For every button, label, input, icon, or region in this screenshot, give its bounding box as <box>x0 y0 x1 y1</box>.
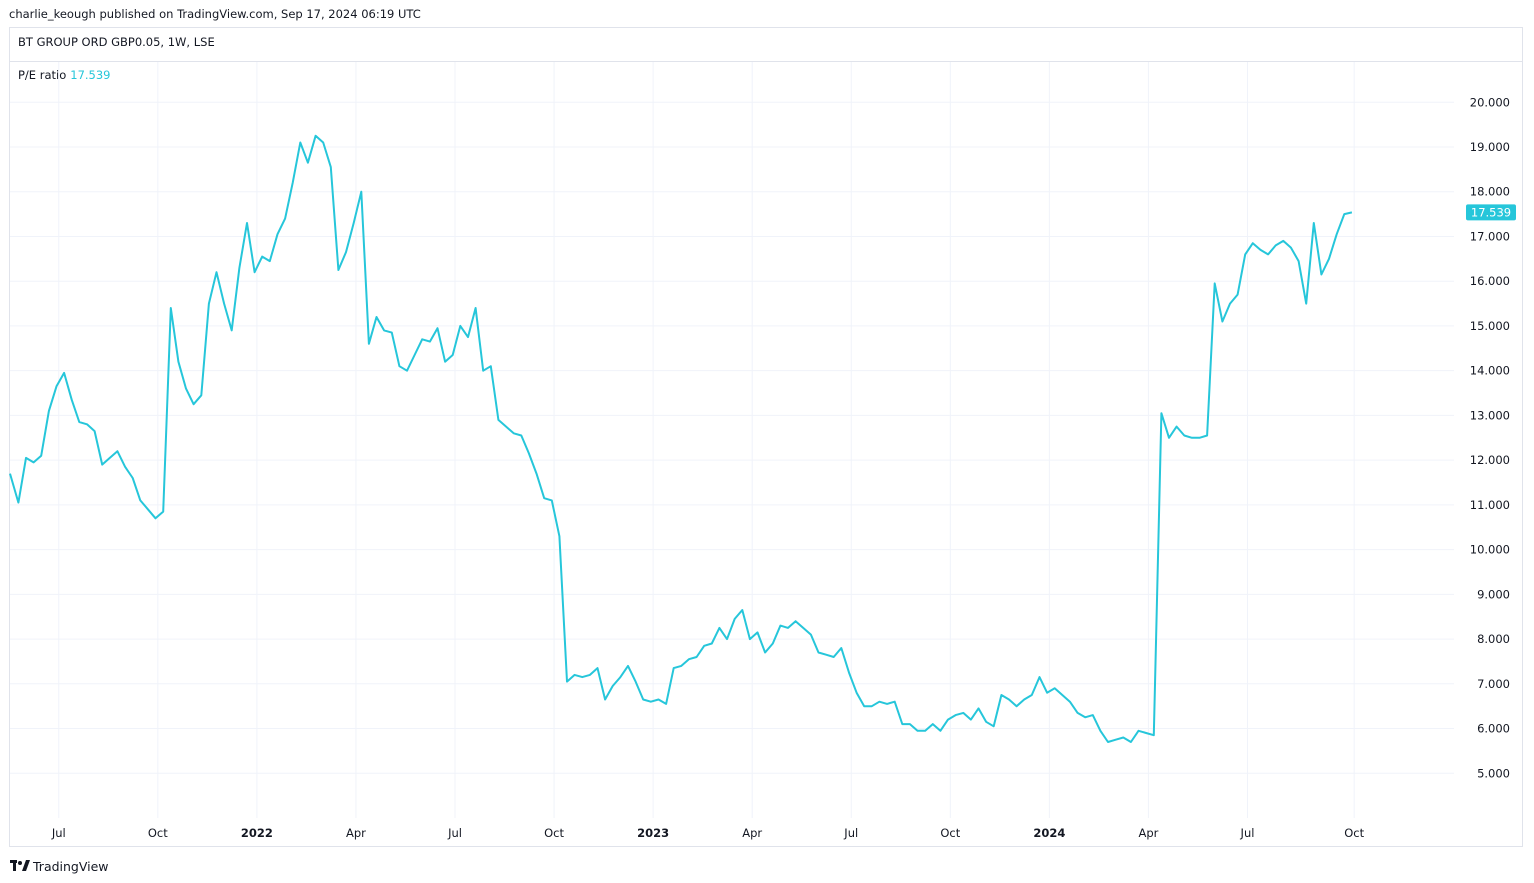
x-tick-label: Oct <box>1344 826 1364 840</box>
pe-ratio-line[interactable] <box>9 134 1353 743</box>
y-tick-label: 10.000 <box>1470 543 1510 557</box>
chart-frame <box>9 27 1523 847</box>
y-axis: 5.000 6.000 7.000 8.000 9.000 10.000 11.000 12.… <box>1470 95 1510 780</box>
x-tick-label: Jul <box>843 826 858 840</box>
legend-label: P/E ratio <box>18 68 67 82</box>
legend-value: 17.539 <box>70 68 111 82</box>
x-tick-label: Jul <box>447 826 462 840</box>
footer-brand-text: TradingView <box>33 858 109 874</box>
x-tick-label: Jul <box>51 826 66 840</box>
y-tick-label: 7.000 <box>1477 677 1510 691</box>
y-tick-label: 11.000 <box>1470 498 1510 512</box>
x-tick-label: 2023 <box>637 826 669 840</box>
y-tick-label: 6.000 <box>1477 722 1510 736</box>
x-tick-label: Apr <box>742 826 762 840</box>
x-tick-label: 2024 <box>1033 826 1065 840</box>
last-value-badge-group: 17.539 <box>1466 204 1516 221</box>
y-tick-label: 12.000 <box>1470 453 1510 467</box>
y-tick-label: 9.000 <box>1477 587 1510 601</box>
y-tick-label: 13.000 <box>1470 408 1510 422</box>
series-layer <box>9 134 1353 743</box>
footer-branding[interactable]: TradingView <box>10 857 109 875</box>
x-tick-label: Jul <box>1240 826 1255 840</box>
x-tick-label: Apr <box>1138 826 1158 840</box>
x-tick-label: 2022 <box>241 826 273 840</box>
grid-lines <box>10 62 1454 818</box>
last-value-badge-text: 17.539 <box>1471 205 1511 219</box>
y-tick-label: 18.000 <box>1470 185 1510 199</box>
y-tick-label: 14.000 <box>1470 364 1510 378</box>
y-tick-label: 19.000 <box>1470 140 1510 154</box>
x-tick-label: Oct <box>544 826 564 840</box>
indicator-legend[interactable]: P/E ratio 17.539 <box>18 68 111 82</box>
tradingview-logo-icon <box>10 860 30 871</box>
y-tick-label: 17.000 <box>1470 229 1510 243</box>
x-tick-label: Oct <box>148 826 168 840</box>
x-axis: Jul Oct 2022 Apr Jul Oct 2023 Apr Jul Oct 2024 Apr J… <box>51 826 1365 840</box>
last-value-badge <box>1466 204 1516 221</box>
y-tick-label: 5.000 <box>1477 766 1510 780</box>
header-divider <box>9 61 1523 62</box>
publisher-line: charlie_keough published on TradingView.… <box>9 7 421 21</box>
symbol-title: BT GROUP ORD GBP0.05, 1W, LSE <box>18 35 215 49</box>
x-tick-label: Oct <box>940 826 960 840</box>
y-tick-label: 15.000 <box>1470 319 1510 333</box>
x-tick-label: Apr <box>346 826 366 840</box>
y-tick-label: 16.000 <box>1470 274 1510 288</box>
y-tick-label: 20.000 <box>1470 95 1510 109</box>
y-tick-label: 8.000 <box>1477 632 1510 646</box>
